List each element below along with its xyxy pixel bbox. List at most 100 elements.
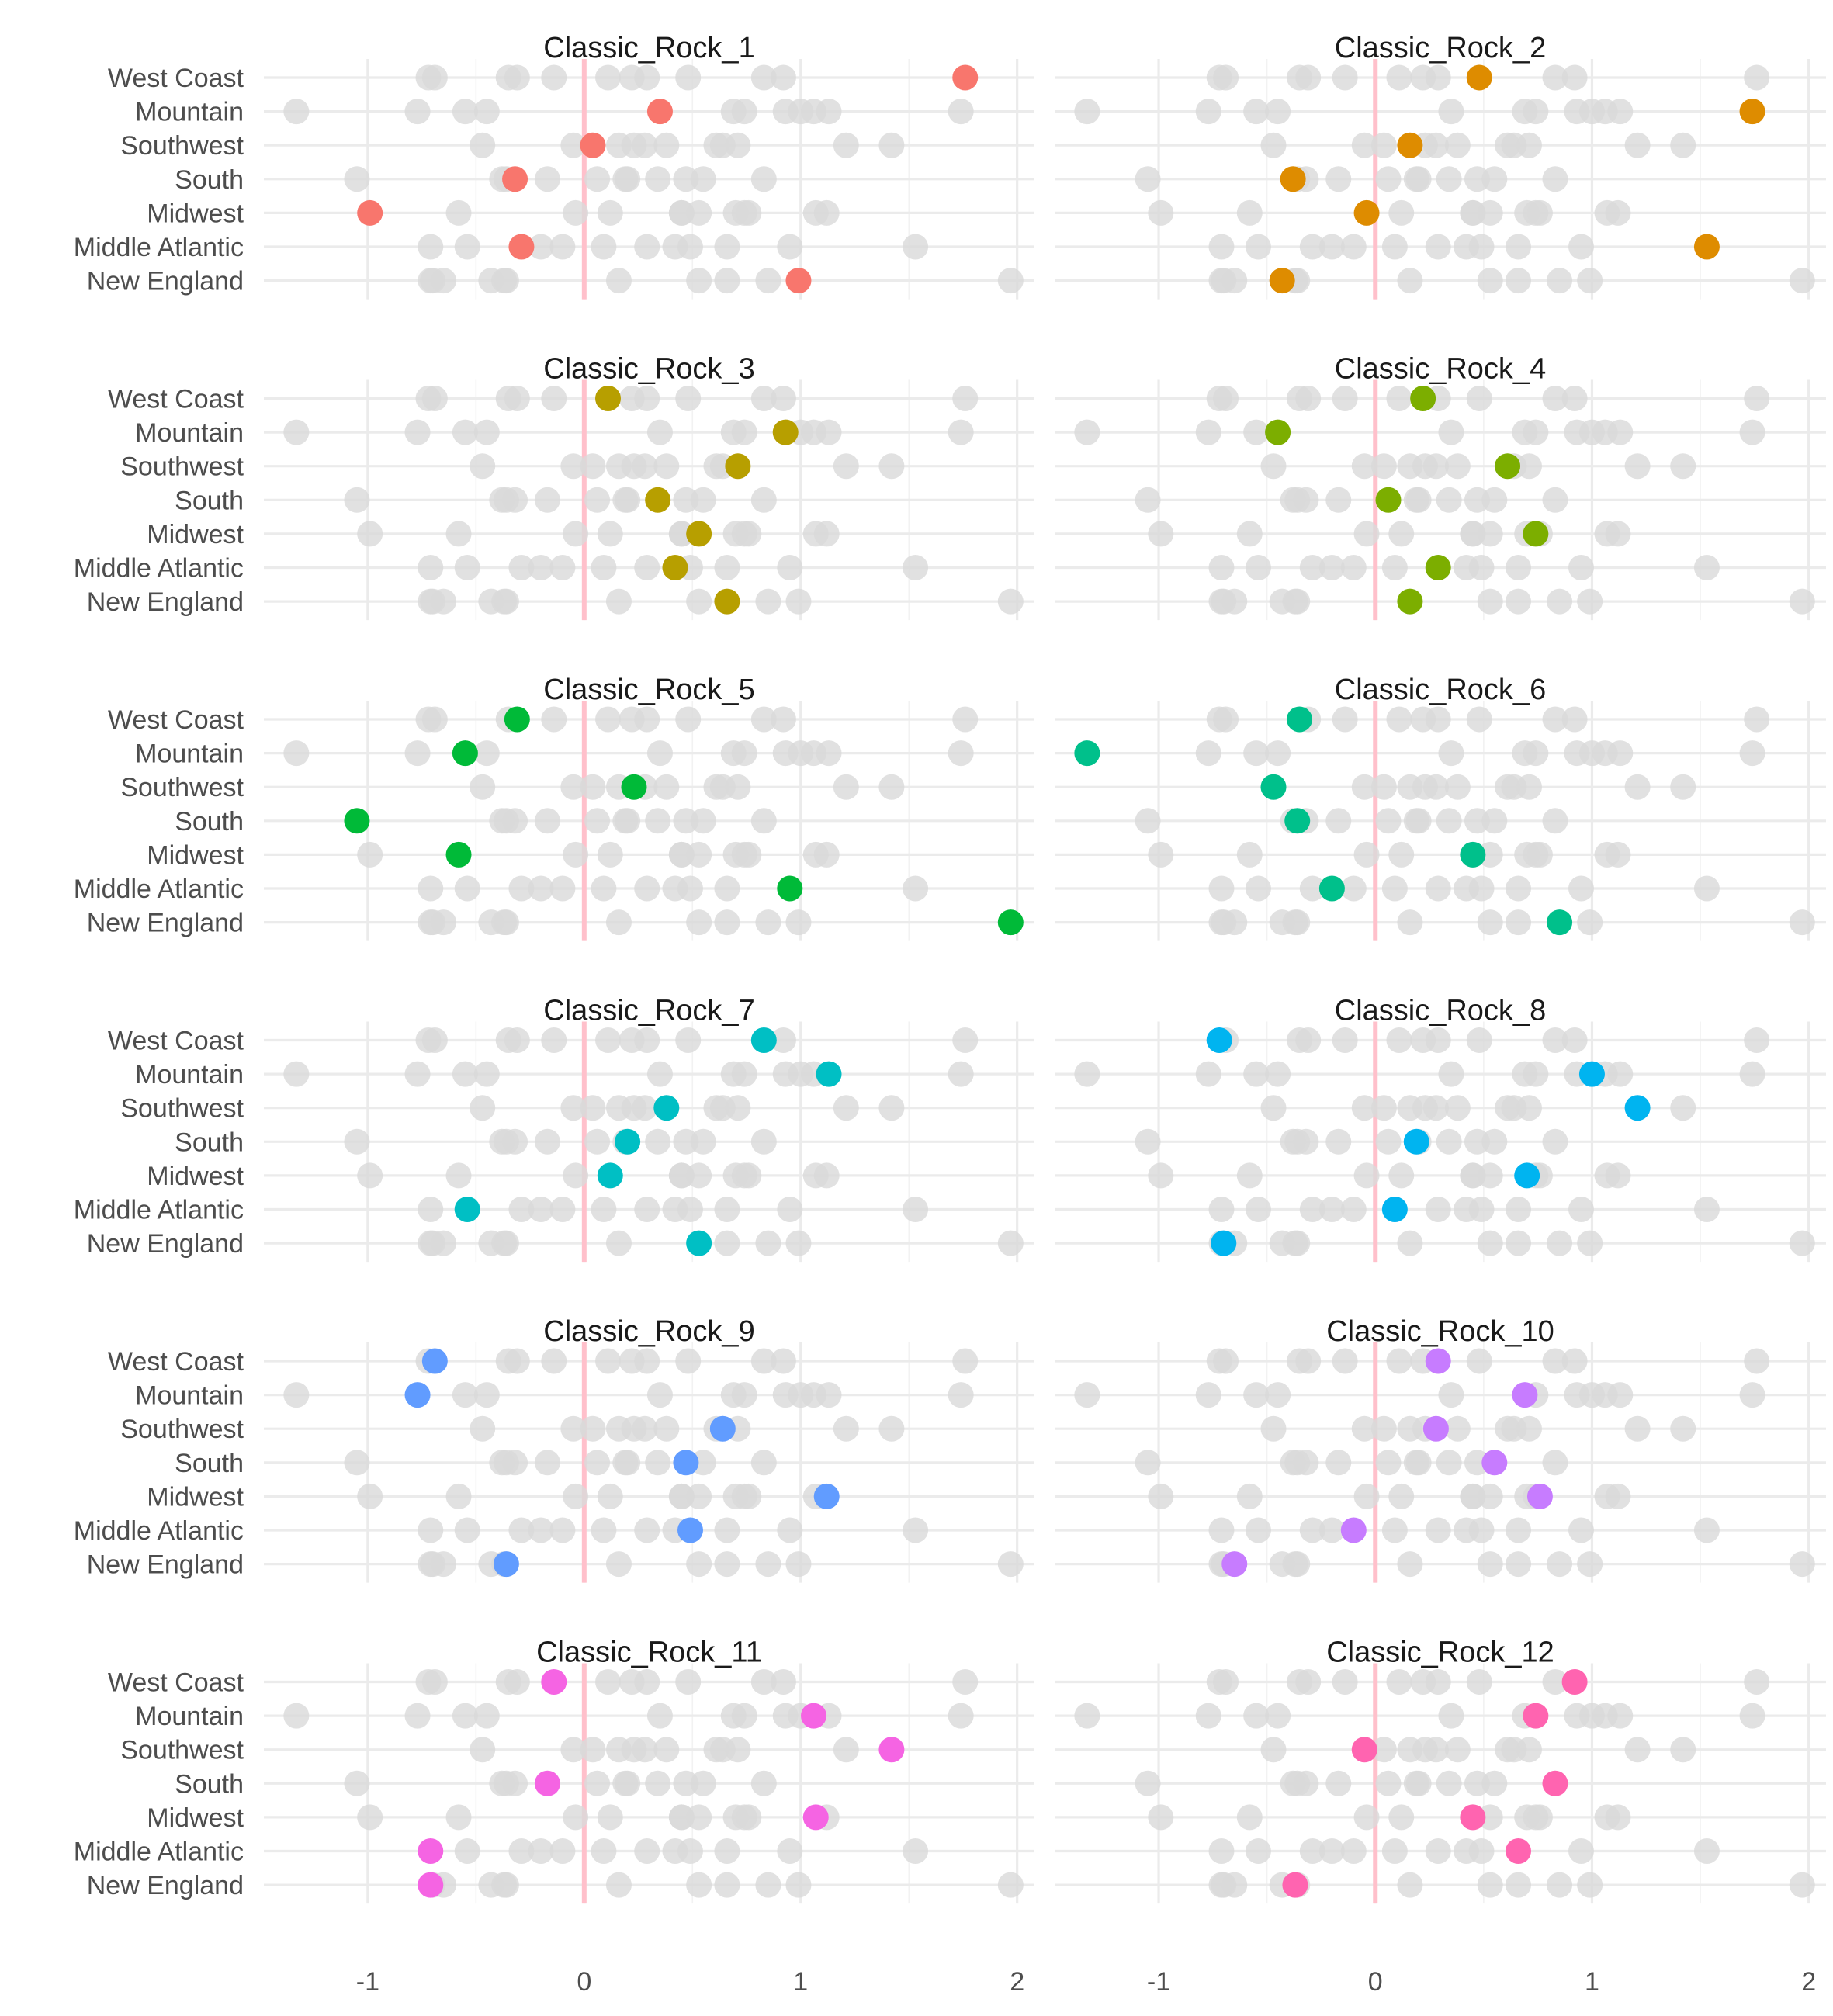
background-point (1388, 1162, 1415, 1189)
background-point (563, 1804, 589, 1831)
background-point (668, 199, 695, 226)
background-point (690, 1128, 716, 1155)
background-point (675, 1348, 702, 1374)
background-point (1506, 909, 1532, 936)
background-point (1466, 1027, 1492, 1053)
background-point (1789, 1230, 1815, 1256)
background-point (690, 808, 716, 834)
background-point (1282, 1230, 1308, 1256)
background-point (750, 706, 777, 733)
background-point (528, 234, 554, 260)
background-point (646, 1703, 673, 1729)
background-point (1332, 1027, 1358, 1053)
background-point (1375, 1128, 1402, 1155)
background-point (690, 166, 716, 192)
background-point (580, 1737, 606, 1763)
background-point (1287, 1027, 1313, 1053)
background-point (1135, 1770, 1161, 1796)
background-point (646, 740, 673, 767)
region-label: South (175, 1449, 244, 1478)
background-point (1340, 875, 1367, 902)
highlight-point (445, 841, 472, 868)
background-point (903, 875, 929, 902)
background-point (1340, 555, 1367, 580)
highlight-point (580, 132, 606, 158)
background-point (1287, 64, 1313, 91)
background-point (445, 521, 472, 547)
background-point (1547, 1230, 1573, 1256)
background-point (1208, 1517, 1235, 1543)
x-tick-label: 2 (1010, 1967, 1024, 1997)
background-point (1693, 1517, 1720, 1543)
background-point (534, 1450, 560, 1476)
background-point (452, 419, 478, 445)
background-point (1386, 386, 1412, 411)
background-point (1425, 64, 1451, 91)
highlight-point (1547, 909, 1573, 936)
highlight-point (595, 386, 622, 411)
background-point (1477, 1551, 1503, 1578)
background-point (605, 1551, 632, 1578)
background-point (1265, 1382, 1291, 1408)
background-point (605, 1872, 632, 1898)
facet-panel-2: Classic_Rock_2 (1055, 32, 1826, 300)
background-point (549, 1197, 576, 1222)
region-label: Midwest (147, 1162, 244, 1191)
facet-title: Classic_Rock_4 (1335, 353, 1546, 386)
background-point (1135, 1450, 1161, 1476)
background-point (580, 453, 606, 480)
background-point (1332, 706, 1358, 733)
background-point (560, 453, 587, 480)
background-point (948, 1703, 974, 1729)
background-point (714, 1517, 740, 1543)
background-point (1243, 1703, 1270, 1729)
background-point (1466, 1669, 1492, 1695)
region-label: Mountain (135, 740, 244, 769)
background-point (421, 386, 448, 411)
background-point (1592, 1703, 1618, 1729)
region-label: New England (87, 1871, 244, 1900)
background-point (632, 1415, 658, 1442)
background-point (878, 453, 905, 480)
background-point (1386, 1348, 1412, 1374)
background-point (454, 555, 480, 580)
background-point (563, 1483, 589, 1509)
highlight-point (493, 1551, 519, 1578)
background-point (549, 1517, 576, 1543)
background-point (404, 419, 431, 445)
background-point (1789, 268, 1815, 294)
background-point (1403, 1450, 1429, 1476)
background-point (549, 555, 576, 580)
background-point (952, 1669, 979, 1695)
background-point (549, 875, 576, 902)
background-point (1351, 1095, 1377, 1121)
background-point (1245, 1197, 1271, 1222)
background-point (1388, 1483, 1415, 1509)
facet-panel-1: Classic_Rock_1 West Coast Mountain Southwes… (74, 32, 1034, 300)
background-point (731, 1061, 757, 1087)
background-point (445, 199, 472, 226)
background-point (1592, 740, 1618, 767)
background-point (1506, 1197, 1532, 1222)
background-point (948, 1382, 974, 1408)
background-point (1353, 1483, 1380, 1509)
highlight-point (777, 875, 803, 902)
background-point (1444, 1737, 1471, 1763)
background-point (1353, 1162, 1380, 1189)
highlight-point (645, 487, 671, 513)
background-point (1260, 1095, 1287, 1121)
background-point (1318, 1197, 1345, 1222)
background-point (675, 706, 702, 733)
background-point (686, 1551, 712, 1578)
background-point (470, 453, 496, 480)
background-point (1351, 1415, 1377, 1442)
highlight-point (878, 1737, 905, 1763)
background-point (1670, 1095, 1696, 1121)
background-point (560, 1095, 587, 1121)
background-point (903, 1838, 929, 1864)
background-point (580, 774, 606, 800)
background-point (1422, 774, 1449, 800)
background-point (491, 909, 518, 936)
background-point (1477, 268, 1503, 294)
facet-title: Classic_Rock_11 (536, 1637, 762, 1669)
